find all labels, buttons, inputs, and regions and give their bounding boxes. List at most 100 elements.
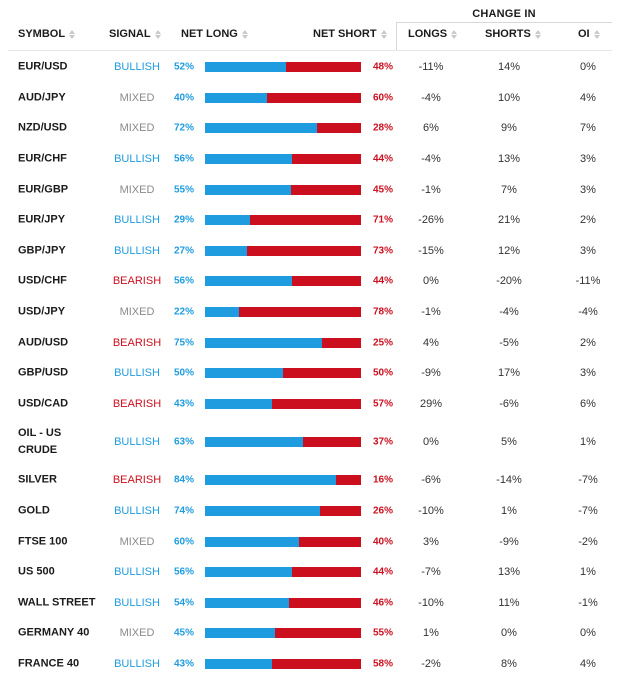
sentiment-bar [205,475,361,486]
table-row[interactable]: SILVER BEARISH 84% 16% -6% -14% -7% [0,465,633,496]
sentiment-bar [205,123,361,134]
symbol-cell[interactable]: GBP/JPY [18,244,66,257]
table-row[interactable]: AUD/JPY MIXED 40% 60% -4% 10% 4% [0,83,633,114]
table-row[interactable]: FTSE 100 MIXED 60% 40% 3% -9% -2% [0,526,633,557]
sentiment-bar [205,184,361,195]
net-long-column-header[interactable]: NET LONG [181,28,248,40]
symbol-cell[interactable]: USD/JPY [18,305,66,318]
symbol-cell[interactable]: GERMANY 40 [18,626,90,639]
symbol-cell[interactable]: USD/CAD [18,397,69,410]
net-long-bar [205,184,291,195]
symbol-column-header[interactable]: SYMBOL [18,28,76,40]
oi-change-cell: 3% [580,153,596,166]
net-long-value: 56% [174,275,195,287]
shorts-change-cell: 1% [501,505,517,518]
symbol-cell[interactable]: EUR/GBP [18,183,69,196]
symbol-cell[interactable]: GOLD [18,504,50,517]
shorts-change-cell: 8% [501,657,517,670]
table-row[interactable]: WALL STREET BULLISH 54% 46% -10% 11% -1% [0,588,633,619]
signal-cell: BULLISH [114,566,160,579]
shorts-change-cell: -14% [496,474,522,487]
symbol-cell[interactable]: SILVER [18,473,57,486]
table-row[interactable]: FRANCE 40 BULLISH 43% 58% -2% 8% 4% [0,649,633,680]
signal-column-header[interactable]: SIGNAL [109,28,161,40]
symbol-cell[interactable]: WALL STREET [18,596,96,609]
signal-cell: BULLISH [114,596,160,609]
net-long-value: 52% [174,61,195,73]
symbol-cell[interactable]: OIL - US CRUDE [18,427,62,457]
net-short-bar [267,92,361,103]
net-long-bar [205,337,322,348]
signal-cell: BEARISH [112,336,162,349]
sentiment-bar [205,245,361,256]
table-row[interactable]: AUD/USD BEARISH 75% 25% 4% -5% 2% [0,327,633,358]
change-in-divider [396,22,612,23]
shorts-change-cell: -5% [499,336,519,349]
signal-header-label: SIGNAL [109,28,151,40]
net-short-bar [272,658,361,669]
shorts-change-cell: 11% [498,596,520,609]
longs-change-cell: -26% [418,214,444,227]
longs-column-header[interactable]: LONGS [408,28,458,40]
net-long-bar [205,368,283,379]
longs-change-cell: -11% [418,61,444,74]
net-long-bar [205,475,337,486]
table-row[interactable]: USD/CHF BEARISH 56% 44% 0% -20% -11% [0,266,633,297]
table-row[interactable]: EUR/USD BULLISH 52% 48% -11% 14% 0% [0,52,633,83]
oi-change-cell: 7% [580,122,596,135]
oi-column-header[interactable]: OI [578,28,600,40]
signal-cell: BULLISH [114,657,160,670]
net-short-column-header[interactable]: NET SHORT [313,28,387,40]
table-row[interactable]: USD/JPY MIXED 22% 78% -1% -4% -4% [0,297,633,328]
symbol-cell[interactable]: EUR/JPY [18,213,66,226]
table-row[interactable]: US 500 BULLISH 56% 44% -7% 13% 1% [0,557,633,588]
symbol-cell[interactable]: USD/CHF [18,274,67,287]
table-row[interactable]: NZD/USD MIXED 72% 28% 6% 9% 7% [0,113,633,144]
net-short-value: 45% [372,184,393,196]
net-short-bar [292,154,361,165]
symbol-cell[interactable]: FTSE 100 [18,535,68,548]
signal-cell: BEARISH [112,474,162,487]
table-row[interactable]: GERMANY 40 MIXED 45% 55% 1% 0% 0% [0,618,633,649]
symbol-cell[interactable]: AUD/USD [18,336,69,349]
signal-cell: MIXED [119,627,155,640]
sort-icon [451,29,458,39]
oi-change-cell: -11% [575,275,601,288]
table-row[interactable]: GBP/USD BULLISH 50% 50% -9% 17% 3% [0,358,633,389]
net-short-header-label: NET SHORT [313,28,377,40]
oi-header-label: OI [578,28,590,40]
symbol-cell[interactable]: NZD/USD [18,121,67,134]
net-short-value: 78% [372,306,393,318]
net-long-value: 43% [174,398,195,410]
symbol-cell[interactable]: US 500 [18,565,55,578]
signal-cell: BEARISH [112,275,162,288]
net-long-value: 72% [174,122,195,134]
longs-change-cell: -10% [418,505,444,518]
net-short-value: 57% [372,398,393,410]
table-row[interactable]: OIL - US CRUDE BULLISH 63% 37% 0% 5% 1% [0,419,633,465]
oi-change-cell: 3% [580,244,596,257]
sentiment-bar [205,567,361,578]
table-row[interactable]: EUR/CHF BULLISH 56% 44% -4% 13% 3% [0,144,633,175]
oi-change-cell: 2% [580,214,596,227]
table-row[interactable]: EUR/GBP MIXED 55% 45% -1% 7% 3% [0,174,633,205]
signal-cell: MIXED [119,535,155,548]
net-long-bar [205,276,293,287]
shorts-column-header[interactable]: SHORTS [485,28,541,40]
net-short-value: 25% [372,337,393,349]
symbol-cell[interactable]: EUR/CHF [18,152,67,165]
net-short-bar [289,597,361,608]
net-short-bar [275,628,361,639]
shorts-change-cell: -20% [496,275,522,288]
symbol-cell[interactable]: EUR/USD [18,60,68,73]
table-row[interactable]: USD/CAD BEARISH 43% 57% 29% -6% 6% [0,389,633,420]
longs-change-cell: -7% [421,566,441,579]
symbol-cell[interactable]: AUD/JPY [18,91,66,104]
table-row[interactable]: GBP/JPY BULLISH 27% 73% -15% 12% 3% [0,236,633,267]
symbol-cell[interactable]: FRANCE 40 [18,657,80,670]
shorts-change-cell: 17% [497,367,521,380]
table-row[interactable]: EUR/JPY BULLISH 29% 71% -26% 21% 2% [0,205,633,236]
symbol-cell[interactable]: GBP/USD [18,366,69,379]
table-row[interactable]: GOLD BULLISH 74% 26% -10% 1% -7% [0,496,633,527]
